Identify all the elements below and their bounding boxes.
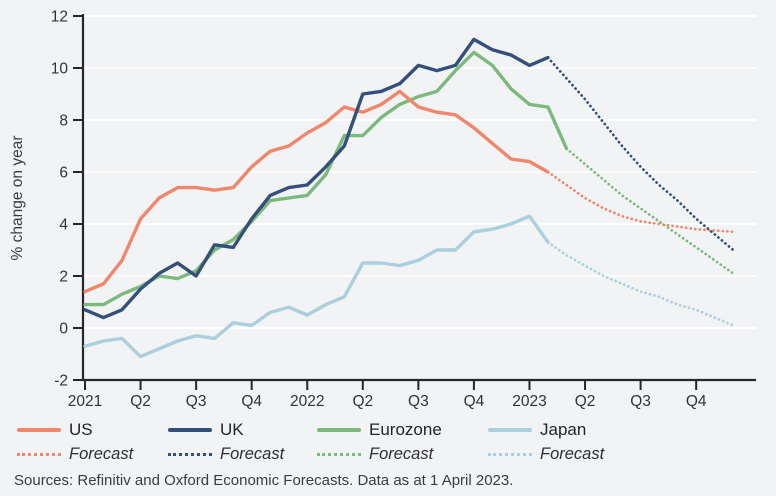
svg-text:Q2: Q2 — [352, 393, 373, 410]
eurozone-line-swatch — [317, 427, 361, 432]
gridlines — [83, 15, 756, 330]
svg-text:10: 10 — [51, 61, 69, 78]
japan-forecast-swatch — [488, 453, 532, 456]
svg-text:8: 8 — [59, 113, 68, 130]
legend-label-uk-forecast: Forecast — [220, 445, 285, 464]
svg-text:Q2: Q2 — [575, 393, 596, 410]
legend-label-japan-forecast: Forecast — [540, 445, 605, 464]
series-lines — [83, 37, 735, 359]
svg-text:12: 12 — [51, 9, 68, 26]
y-axis-label: % change on year — [9, 136, 26, 261]
eurozone-forecast-line — [565, 147, 735, 275]
legend-label-us: US — [69, 420, 93, 439]
legend-label-japan: Japan — [540, 420, 587, 439]
legend-label-eurozone-forecast: Forecast — [369, 445, 434, 464]
legend-item-uk: UK — [168, 417, 284, 442]
us-forecast-swatch — [17, 453, 61, 456]
y-axis-ticks: -2 0 2 4 6 8 10 12 — [51, 9, 83, 390]
uk-actual-line — [83, 37, 550, 320]
svg-text:Q2: Q2 — [130, 393, 151, 410]
japan-line-swatch — [488, 427, 532, 432]
svg-text:2: 2 — [59, 269, 68, 286]
svg-text:Q4: Q4 — [686, 393, 707, 410]
svg-text:4: 4 — [59, 217, 68, 234]
us-actual-line — [83, 89, 550, 294]
x-axis-ticks: 2021 Q2 Q3 Q4 2022 Q2 Q3 Q4 2023 Q2 Q3 Q4 — [68, 380, 707, 410]
uk-line-swatch — [168, 427, 212, 432]
eurozone-forecast-swatch — [317, 453, 361, 456]
legend-column-us: US Forecast — [17, 417, 133, 467]
sources-note: Sources: Refinitiv and Oxford Economic F… — [14, 472, 514, 489]
svg-text:Q4: Q4 — [464, 393, 485, 410]
japan-forecast-line — [546, 240, 735, 327]
svg-text:Q4: Q4 — [241, 393, 262, 410]
svg-text:Q3: Q3 — [630, 393, 651, 410]
us-forecast-line — [546, 170, 735, 234]
svg-text:2023: 2023 — [512, 393, 546, 410]
svg-text:6: 6 — [59, 165, 68, 182]
legend-item-eurozone: Eurozone — [317, 417, 442, 442]
legend-column-eurozone: Eurozone Forecast — [317, 417, 442, 467]
legend-column-uk: UK Forecast — [168, 417, 284, 467]
legend-item-us-forecast: Forecast — [17, 442, 133, 467]
axes — [81, 14, 756, 382]
uk-forecast-swatch — [168, 453, 212, 456]
legend-column-japan: Japan Forecast — [488, 417, 604, 467]
legend-item-eurozone-forecast: Forecast — [317, 442, 442, 467]
us-line-swatch — [17, 427, 61, 432]
svg-text:Q3: Q3 — [186, 393, 207, 410]
japan-actual-line — [83, 214, 550, 359]
svg-text:0: 0 — [59, 321, 68, 338]
legend-label-eurozone: Eurozone — [369, 420, 442, 439]
eurozone-actual-line — [83, 50, 569, 307]
legend: US Forecast UK Forecast Eurozone — [0, 417, 776, 469]
legend-item-us: US — [17, 417, 133, 442]
legend-label-uk: UK — [220, 420, 244, 439]
uk-forecast-line — [546, 56, 735, 252]
svg-text:2021: 2021 — [68, 393, 102, 410]
legend-item-uk-forecast: Forecast — [168, 442, 284, 467]
svg-text:2022: 2022 — [290, 393, 324, 410]
legend-item-japan-forecast: Forecast — [488, 442, 604, 467]
svg-text:Q3: Q3 — [408, 393, 429, 410]
svg-text:-2: -2 — [54, 373, 68, 390]
legend-label-us-forecast: Forecast — [69, 445, 134, 464]
line-chart: -2 0 2 4 6 8 10 12 2021 Q2 Q3 Q4 2022 Q2 Q3 Q4 2023 Q2 Q3 Q… — [9, 9, 756, 410]
legend-item-japan: Japan — [488, 417, 604, 442]
